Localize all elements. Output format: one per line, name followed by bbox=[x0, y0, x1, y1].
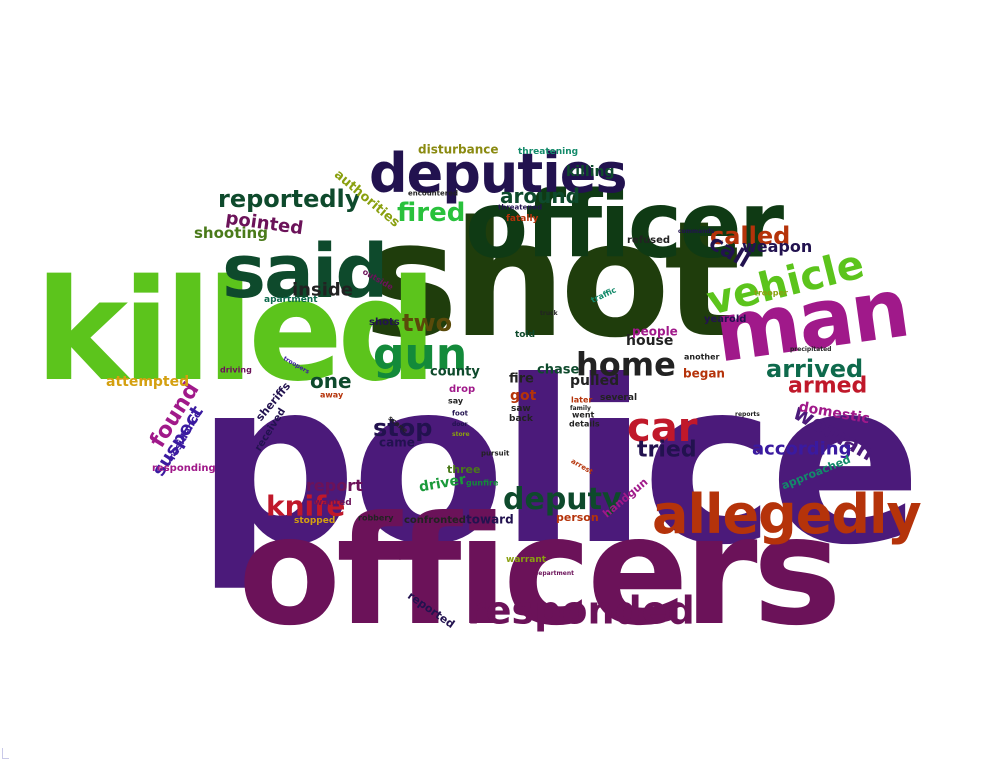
word-another: another bbox=[684, 352, 720, 362]
word-car: car bbox=[627, 405, 698, 451]
word-pulled: pulled bbox=[570, 372, 620, 389]
word-knife: knife bbox=[266, 489, 346, 523]
word-killed: killed bbox=[35, 250, 437, 413]
word-deputies: deputies bbox=[369, 141, 627, 205]
word-driving: driving bbox=[220, 365, 252, 375]
word-foot: foot bbox=[452, 409, 469, 418]
word-apartment: apartment bbox=[264, 294, 318, 305]
word-threatening: threatening bbox=[518, 146, 579, 157]
word-gun: gun bbox=[373, 328, 468, 380]
word-drop: drop bbox=[449, 384, 476, 395]
word-robbery: robbery bbox=[358, 513, 394, 523]
word-later: later bbox=[571, 395, 593, 405]
word-killing: killing bbox=[566, 163, 615, 180]
word-called: called bbox=[710, 221, 791, 250]
word-fatally: fatally bbox=[506, 213, 539, 224]
word-say: say bbox=[448, 396, 464, 406]
word-saw: saw bbox=[511, 403, 531, 414]
word-shot: shot bbox=[363, 186, 741, 373]
word-reports: reports bbox=[735, 411, 760, 419]
word-door: door bbox=[452, 421, 468, 429]
word-truck: truck bbox=[540, 310, 558, 318]
word-department: department bbox=[534, 570, 574, 578]
word-began: began bbox=[683, 366, 725, 381]
word-arrived: arrived bbox=[766, 354, 864, 383]
word-people: people bbox=[632, 324, 678, 339]
word-fire: fire bbox=[509, 371, 534, 387]
word-two: two bbox=[402, 308, 453, 337]
word-officers: officers bbox=[238, 485, 842, 659]
word-commands: commands bbox=[678, 228, 715, 236]
word-store: store bbox=[452, 431, 470, 439]
word-details: details bbox=[569, 419, 600, 429]
word-weapon: weapon bbox=[742, 237, 813, 257]
word-shots: shots bbox=[369, 317, 400, 328]
word-chase: chase bbox=[537, 362, 580, 378]
word-inside: inside bbox=[292, 279, 353, 301]
word-toward: toward bbox=[466, 512, 514, 527]
word-yearold: yearold bbox=[704, 314, 747, 325]
word-came: came bbox=[379, 435, 415, 450]
word-back: back bbox=[509, 413, 533, 424]
corner-mark bbox=[2, 748, 9, 759]
word-house: house bbox=[626, 332, 674, 349]
word-several: several bbox=[600, 392, 638, 403]
word-person: person bbox=[556, 511, 599, 525]
word-deputy: deputy bbox=[503, 482, 622, 517]
word-fired: fired bbox=[397, 198, 466, 229]
word-reportedly: reportedly bbox=[218, 184, 361, 213]
word-stopped: stopped bbox=[294, 515, 336, 526]
word-disturbance: disturbance bbox=[418, 142, 499, 157]
word-warrant: warrant bbox=[506, 554, 547, 565]
word-allegedly: allegedly bbox=[652, 482, 922, 546]
word-refused: refused bbox=[627, 235, 671, 246]
word-county: county bbox=[430, 364, 480, 380]
word-attempted: attempted bbox=[106, 373, 190, 390]
word-gunfire: gunfire bbox=[466, 478, 499, 488]
word-according: according bbox=[752, 438, 852, 460]
word-home: home bbox=[576, 345, 676, 384]
word-encountered: encountered bbox=[408, 189, 458, 198]
word-precipitated: precipitated bbox=[790, 346, 832, 354]
word-away: away bbox=[320, 390, 344, 400]
word-told: told bbox=[515, 329, 536, 340]
word-family: family bbox=[570, 405, 591, 413]
word-shooting: shooting bbox=[194, 224, 268, 242]
word-three: three bbox=[447, 463, 481, 477]
word-went: went bbox=[572, 410, 595, 420]
word-police: police bbox=[196, 333, 922, 595]
word-report: report bbox=[306, 476, 363, 496]
word-threatened: threatened bbox=[498, 203, 543, 212]
word-trooper: trooper bbox=[754, 288, 788, 298]
word-wanted: wanted bbox=[314, 497, 352, 508]
word-around: around bbox=[500, 184, 580, 208]
word-confronted: confronted bbox=[404, 515, 466, 526]
word-stop: stop bbox=[373, 413, 433, 442]
word-one: one bbox=[310, 369, 352, 393]
word-responding: responding bbox=[152, 463, 216, 474]
word-got: got bbox=[510, 387, 537, 404]
word-tried: tried bbox=[637, 437, 697, 463]
word-armed: armed bbox=[788, 373, 868, 399]
word-said: said bbox=[222, 228, 388, 315]
word-responded: responded bbox=[467, 588, 695, 633]
word-pursuit: pursuit bbox=[481, 449, 510, 458]
word-officer: officer bbox=[465, 171, 784, 279]
